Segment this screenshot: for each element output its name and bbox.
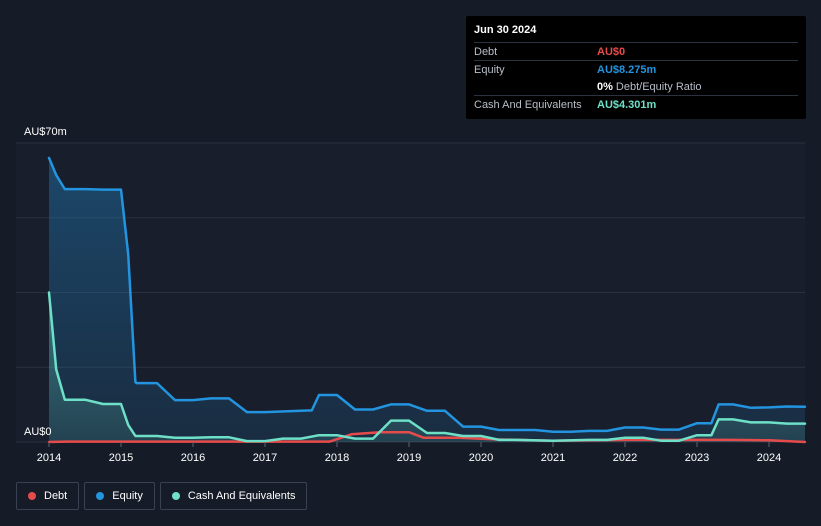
tooltip-value-debt: AU$0	[597, 45, 626, 58]
data-tooltip: Jun 30 2024 Debt AU$0 Equity AU$8.275m 0…	[466, 16, 806, 119]
x-tick-label: 2015	[109, 452, 133, 464]
x-tick-label: 2024	[757, 452, 781, 464]
legend-label-cash: Cash And Equivalents	[187, 490, 296, 502]
tooltip-label-debt: Debt	[474, 45, 498, 58]
tooltip-row-cash: Cash And Equivalents AU$4.301m	[474, 95, 798, 113]
x-tick-label: 2018	[325, 452, 349, 464]
line-debt	[47, 430, 807, 444]
area-cash-and-equivalents	[49, 292, 805, 442]
tooltip-ratio-caption: Debt/Equity Ratio	[615, 80, 702, 93]
tooltip-value-ratio: 0%	[597, 80, 613, 93]
legend-dot-debt-icon	[28, 492, 36, 500]
x-axis-ticks: 2014 2015 2016 2017 2018 2019 2020 2021 2022 2023…	[37, 442, 781, 464]
x-tick-label: 2021	[541, 452, 565, 464]
x-tick-label: 2023	[685, 452, 709, 464]
tooltip-label-equity: Equity	[474, 63, 505, 76]
line-cash-and-equivalents	[47, 291, 807, 443]
x-tick-label: 2019	[397, 452, 421, 464]
x-tick-label: 2022	[613, 452, 637, 464]
tooltip-row-equity: Equity AU$8.275m	[474, 60, 798, 78]
series-lines	[47, 156, 807, 444]
tooltip-value-equity: AU$8.275m	[597, 63, 657, 76]
tooltip-row-ratio: 0% Debt/Equity Ratio	[474, 78, 798, 95]
tooltip-date: Jun 30 2024	[474, 24, 537, 36]
legend-item-equity[interactable]: Equity	[84, 482, 155, 510]
legend-dot-equity-icon	[96, 492, 105, 500]
legend-label-debt: Debt	[44, 490, 68, 502]
y-axis-bottom-label: AU$0	[24, 426, 52, 438]
legend-dot-cash-icon	[171, 492, 180, 500]
legend-item-debt[interactable]: Debt	[16, 482, 80, 510]
chart-legend: Debt Equity Cash And Equivalents	[16, 482, 308, 510]
line-equity	[47, 156, 807, 433]
tooltip-value-cash: AU$4.301m	[597, 98, 657, 111]
legend-item-cash[interactable]: Cash And Equivalents	[159, 482, 308, 510]
legend-label-equity: Equity	[112, 490, 143, 502]
tooltip-label-cash: Cash And Equivalents	[474, 98, 582, 111]
x-tick-label: 2016	[181, 452, 205, 464]
tooltip-row-debt: Debt AU$0	[474, 42, 798, 60]
x-tick-label: 2020	[469, 452, 493, 464]
x-tick-label: 2014	[37, 452, 61, 464]
y-axis-top-label: AU$70m	[24, 126, 67, 138]
x-tick-label: 2017	[253, 452, 277, 464]
